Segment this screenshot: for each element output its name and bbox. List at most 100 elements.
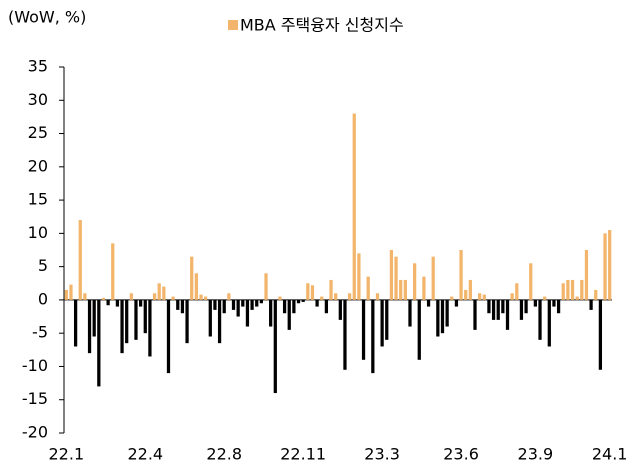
bar bbox=[375, 293, 380, 300]
bar bbox=[241, 299, 245, 307]
bar bbox=[468, 279, 472, 300]
bar bbox=[445, 299, 449, 327]
bar bbox=[556, 299, 561, 314]
bar bbox=[543, 296, 547, 300]
y-tick-label: 0 bbox=[38, 289, 48, 308]
bar bbox=[459, 250, 463, 300]
bar bbox=[533, 299, 537, 307]
bar bbox=[101, 297, 106, 300]
bar bbox=[352, 113, 356, 300]
legend-swatch bbox=[228, 20, 238, 30]
bar bbox=[301, 299, 305, 302]
bar bbox=[282, 299, 287, 314]
bar bbox=[143, 299, 147, 334]
y-tick-label: 35 bbox=[28, 57, 48, 76]
bar bbox=[515, 283, 519, 300]
bar bbox=[389, 250, 394, 300]
bar bbox=[222, 299, 226, 314]
bar bbox=[162, 286, 166, 300]
bar bbox=[366, 276, 370, 300]
bar bbox=[227, 293, 231, 300]
y-tick-label: -5 bbox=[32, 323, 48, 342]
bar bbox=[213, 299, 217, 310]
bar bbox=[334, 293, 338, 300]
bar bbox=[413, 263, 417, 300]
x-tick-label: 24.1 bbox=[592, 445, 628, 464]
bar bbox=[594, 289, 598, 300]
bar bbox=[575, 296, 579, 300]
y-tick-label: -15 bbox=[22, 389, 48, 408]
bar bbox=[287, 299, 291, 330]
bar bbox=[608, 230, 612, 300]
bar bbox=[292, 299, 296, 314]
x-tick-label: 22.1 bbox=[49, 445, 85, 464]
bar bbox=[347, 293, 352, 300]
y-tick-label: 20 bbox=[28, 156, 48, 175]
bar bbox=[454, 299, 459, 307]
bar bbox=[399, 279, 403, 300]
bar bbox=[320, 296, 324, 300]
bar bbox=[264, 273, 268, 300]
bar bbox=[380, 299, 384, 347]
bar bbox=[357, 253, 361, 300]
x-tick-label: 23.9 bbox=[518, 445, 554, 464]
bar bbox=[538, 299, 542, 340]
bar bbox=[180, 299, 185, 314]
bar bbox=[589, 299, 593, 310]
bar bbox=[208, 299, 212, 337]
bar bbox=[329, 279, 333, 300]
bar bbox=[236, 299, 240, 317]
bar bbox=[519, 299, 524, 320]
bar bbox=[473, 299, 477, 330]
bar bbox=[250, 299, 254, 310]
bar bbox=[408, 299, 412, 327]
bar bbox=[148, 299, 152, 357]
bar bbox=[157, 283, 161, 300]
bar bbox=[185, 299, 189, 344]
bar bbox=[217, 299, 222, 344]
bar bbox=[296, 299, 301, 304]
unit-label: (WoW, %) bbox=[8, 8, 86, 27]
bar bbox=[120, 299, 124, 354]
bar bbox=[111, 243, 115, 300]
bar bbox=[394, 256, 398, 300]
bar bbox=[529, 263, 533, 300]
bar bbox=[580, 279, 584, 300]
bar bbox=[440, 299, 445, 334]
bar bbox=[306, 283, 310, 300]
bar bbox=[166, 299, 171, 374]
bar bbox=[139, 299, 143, 307]
bar bbox=[255, 299, 259, 307]
bar bbox=[315, 299, 319, 307]
y-tick-label: 30 bbox=[28, 90, 48, 109]
bar bbox=[199, 294, 203, 300]
bar bbox=[78, 220, 82, 300]
bar bbox=[510, 293, 514, 300]
y-tick-label: 5 bbox=[38, 256, 48, 275]
bar bbox=[64, 289, 68, 300]
bar bbox=[194, 273, 198, 300]
bar bbox=[129, 293, 133, 300]
bar bbox=[487, 299, 491, 314]
bar bbox=[73, 299, 78, 347]
bar bbox=[570, 279, 575, 300]
bar bbox=[231, 299, 236, 310]
bar bbox=[403, 279, 407, 300]
bar bbox=[324, 299, 329, 314]
x-tick-label: 22.11 bbox=[280, 445, 326, 464]
x-tick-label: 22.8 bbox=[206, 445, 242, 464]
bar bbox=[134, 299, 138, 340]
bar bbox=[501, 299, 505, 314]
bar bbox=[491, 299, 496, 320]
bar bbox=[547, 299, 551, 347]
bar bbox=[310, 285, 315, 300]
bar bbox=[259, 299, 263, 304]
bar bbox=[92, 299, 96, 337]
y-tick-label: -20 bbox=[22, 423, 48, 442]
bar bbox=[190, 256, 194, 300]
x-tick-label: 23.6 bbox=[443, 445, 479, 464]
bar bbox=[561, 283, 565, 300]
bar bbox=[278, 296, 282, 300]
bar bbox=[436, 299, 440, 337]
